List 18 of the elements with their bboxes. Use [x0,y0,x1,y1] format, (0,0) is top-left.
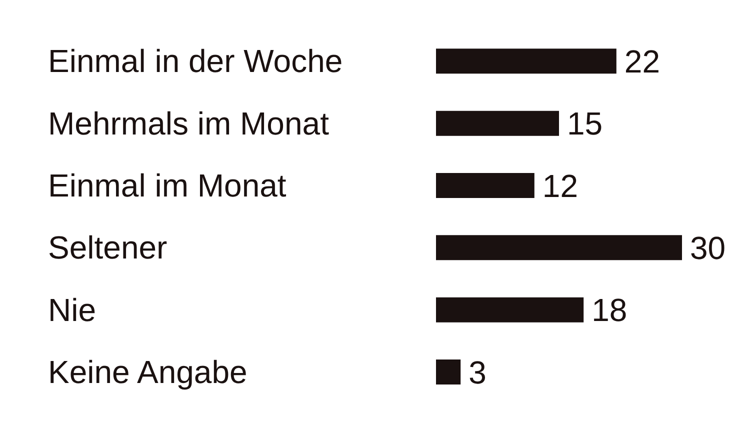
y-tick-label: Nie [48,292,96,328]
bar [436,235,682,260]
bar [436,48,616,74]
data-label: 12 [542,168,578,204]
bar [436,297,584,322]
data-label: 15 [567,106,603,142]
bar [436,110,559,136]
data-label: 3 [468,354,486,390]
y-tick-label: Einmal im Monat [48,167,286,204]
data-label: 22 [624,44,660,80]
y-tick-label: Mehrmals im Monat [48,105,330,142]
data-label: 30 [690,230,726,266]
data-label: 18 [592,292,628,328]
bar [436,359,461,384]
bar [436,172,534,198]
y-tick-label: Seltener [48,230,168,266]
y-tick-label: Einmal in der Woche [48,43,343,80]
y-tick-label: Keine Angabe [48,354,248,390]
